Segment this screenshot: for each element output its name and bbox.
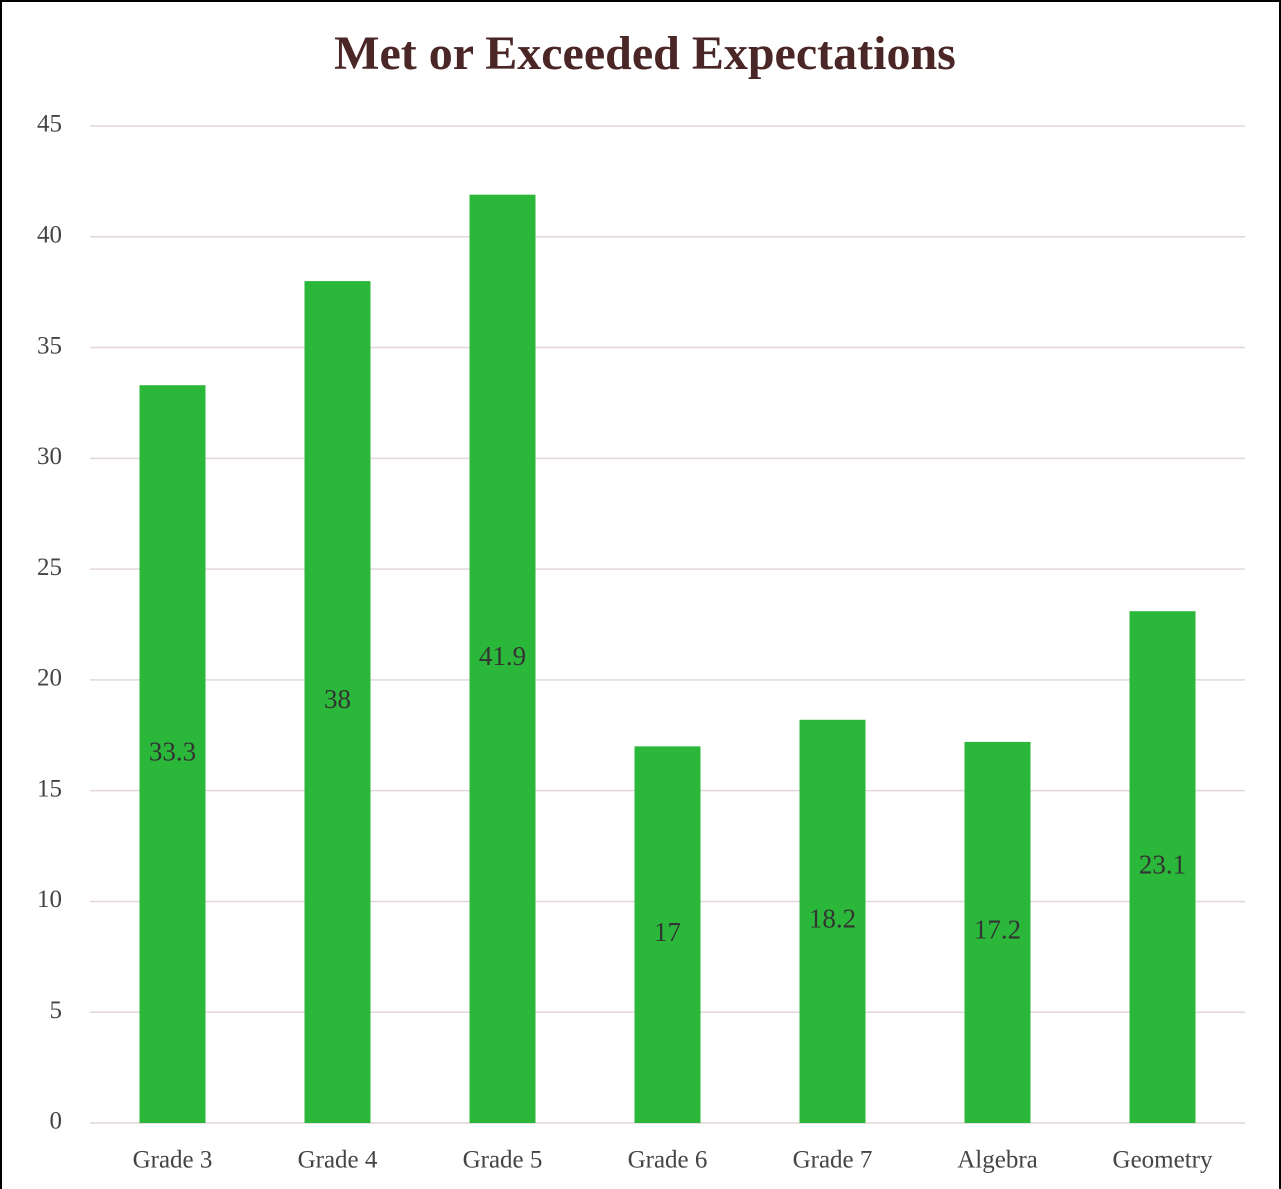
data-label: 38 xyxy=(324,684,351,714)
y-tick-label: 40 xyxy=(37,222,62,249)
y-tick-label: 30 xyxy=(37,443,62,470)
y-tick-label: 5 xyxy=(50,997,63,1024)
bar xyxy=(634,746,701,1123)
x-tick-label: Algebra xyxy=(957,1147,1038,1174)
bar xyxy=(304,281,371,1124)
y-tick-label: 10 xyxy=(37,886,62,913)
bar xyxy=(469,194,536,1123)
y-tick-label: 45 xyxy=(37,111,62,138)
data-label: 23.1 xyxy=(1139,849,1186,879)
data-label: 33.3 xyxy=(149,736,196,766)
y-tick-label: 25 xyxy=(37,554,62,581)
data-label: 17 xyxy=(654,917,681,947)
y-tick-label: 35 xyxy=(37,332,62,359)
bar xyxy=(964,741,1031,1123)
y-tick-label: 20 xyxy=(37,665,62,692)
data-label: 41.9 xyxy=(479,641,526,671)
x-tick-label: Grade 6 xyxy=(628,1147,708,1174)
chart-title: Met or Exceeded Expectations xyxy=(334,27,956,80)
bar xyxy=(139,385,206,1124)
y-tick-label: 15 xyxy=(37,775,62,802)
data-label: 17.2 xyxy=(974,915,1021,945)
x-tick-label: Grade 4 xyxy=(298,1147,378,1174)
x-tick-label: Grade 5 xyxy=(463,1147,543,1174)
x-tick-label: Grade 3 xyxy=(133,1147,213,1174)
data-label: 18.2 xyxy=(809,904,856,934)
x-tick-label: Geometry xyxy=(1113,1147,1213,1174)
y-tick-label: 0 xyxy=(50,1108,63,1135)
bar xyxy=(1129,611,1196,1123)
x-tick-label: Grade 7 xyxy=(793,1147,873,1174)
bar xyxy=(799,719,866,1123)
